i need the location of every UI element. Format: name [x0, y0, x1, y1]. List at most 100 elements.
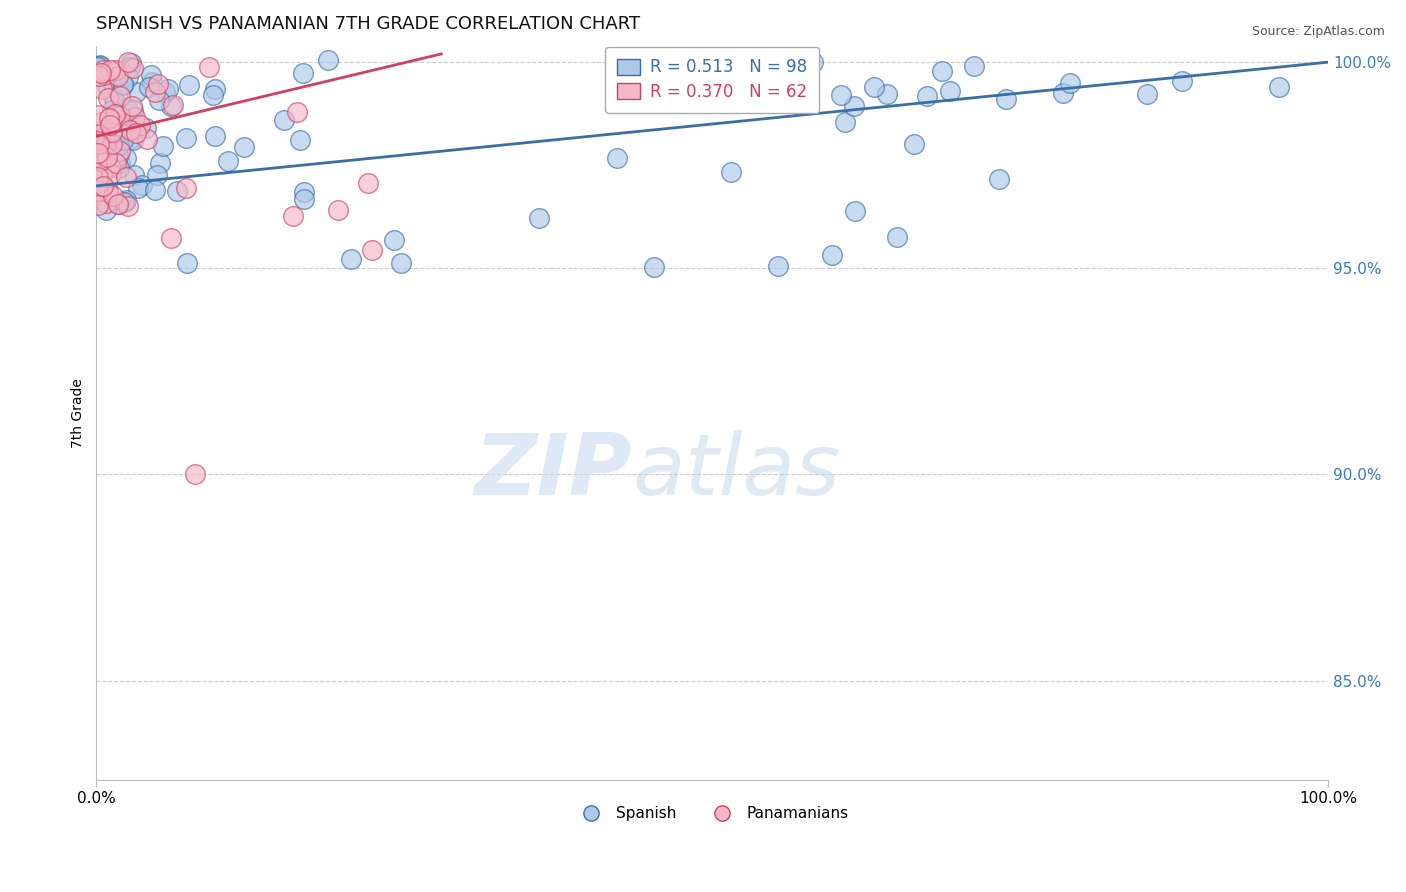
Point — [821, 248, 844, 262]
Point — [115, 169, 138, 184]
Point — [931, 63, 953, 78]
Point — [1267, 80, 1289, 95]
Point — [174, 131, 197, 145]
Point — [620, 79, 643, 94]
Point — [157, 82, 180, 96]
Point — [86, 145, 108, 160]
Point — [886, 230, 908, 244]
Legend: Spanish, Panamanians: Spanish, Panamanians — [569, 800, 855, 827]
Point — [917, 89, 939, 103]
Point — [166, 184, 188, 198]
Point — [96, 195, 118, 210]
Point — [96, 202, 118, 217]
Point — [141, 75, 163, 89]
Point — [105, 62, 128, 77]
Point — [1136, 87, 1159, 101]
Point — [120, 131, 142, 145]
Point — [90, 184, 112, 198]
Point — [121, 133, 143, 147]
Point — [93, 68, 115, 82]
Point — [361, 244, 384, 258]
Point — [87, 184, 110, 198]
Point — [148, 93, 170, 107]
Point — [89, 154, 111, 169]
Point — [148, 77, 170, 91]
Point — [124, 110, 146, 124]
Point — [143, 85, 166, 99]
Point — [779, 79, 801, 94]
Point — [108, 89, 131, 103]
Point — [86, 60, 108, 74]
Point — [100, 125, 122, 139]
Point — [994, 91, 1017, 105]
Point — [117, 199, 139, 213]
Point — [101, 189, 124, 203]
Point — [107, 197, 129, 211]
Point — [527, 211, 550, 225]
Point — [124, 86, 146, 100]
Point — [89, 133, 111, 147]
Point — [98, 135, 121, 149]
Text: Source: ZipAtlas.com: Source: ZipAtlas.com — [1251, 25, 1385, 38]
Point — [87, 136, 110, 151]
Point — [292, 66, 315, 80]
Point — [117, 55, 139, 70]
Point — [108, 156, 131, 170]
Point — [108, 138, 131, 153]
Point — [103, 107, 125, 121]
Point — [97, 185, 120, 199]
Point — [830, 87, 852, 102]
Point — [844, 204, 866, 219]
Point — [287, 105, 309, 120]
Point — [987, 171, 1010, 186]
Point — [94, 122, 117, 136]
Point — [94, 136, 117, 151]
Point — [96, 151, 118, 165]
Point — [863, 79, 886, 94]
Point — [90, 66, 112, 80]
Point — [91, 167, 114, 181]
Point — [174, 180, 197, 194]
Point — [131, 178, 153, 193]
Point — [204, 129, 226, 144]
Point — [184, 467, 207, 482]
Point — [125, 126, 148, 140]
Point — [96, 91, 118, 105]
Point — [108, 197, 131, 211]
Point — [606, 151, 628, 165]
Point — [328, 203, 350, 218]
Point — [129, 118, 152, 132]
Point — [98, 160, 121, 174]
Point — [100, 167, 122, 181]
Text: atlas: atlas — [633, 430, 841, 513]
Point — [97, 81, 120, 95]
Point — [384, 233, 406, 247]
Point — [217, 154, 239, 169]
Point — [101, 103, 124, 117]
Point — [104, 94, 127, 108]
Point — [159, 231, 181, 245]
Point — [149, 156, 172, 170]
Point — [114, 195, 136, 210]
Point — [143, 183, 166, 197]
Point — [121, 99, 143, 113]
Point — [120, 56, 142, 70]
Point — [357, 176, 380, 190]
Point — [107, 70, 129, 84]
Point — [122, 61, 145, 75]
Point — [107, 161, 129, 176]
Point — [720, 165, 742, 179]
Point — [86, 108, 108, 122]
Point — [340, 252, 363, 266]
Point — [643, 260, 665, 274]
Point — [112, 195, 135, 210]
Point — [87, 134, 110, 148]
Point — [117, 70, 139, 84]
Point — [316, 53, 339, 67]
Point — [108, 109, 131, 123]
Point — [127, 181, 149, 195]
Point — [86, 197, 108, 211]
Point — [122, 103, 145, 117]
Point — [160, 99, 183, 113]
Point — [108, 145, 131, 159]
